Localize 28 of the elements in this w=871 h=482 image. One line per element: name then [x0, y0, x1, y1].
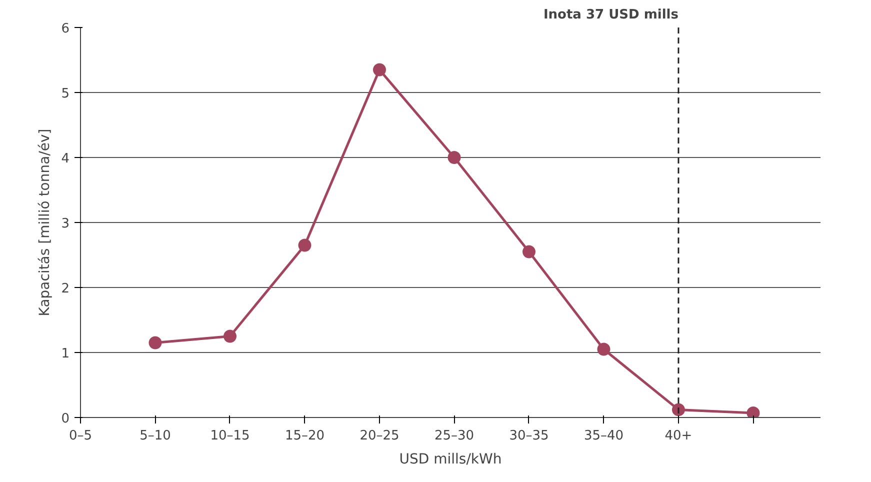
x-tick-label: 40+	[664, 428, 692, 444]
point	[746, 406, 760, 418]
point	[522, 245, 536, 258]
x-tick-label: 0–5	[68, 428, 92, 444]
point	[148, 336, 162, 350]
point	[672, 403, 685, 416]
x-tick-label: 35–40	[584, 428, 624, 444]
x-tick-label: 25–30	[434, 428, 474, 444]
y-tick-label: 6	[61, 22, 70, 36]
y-tick-label: 1	[61, 346, 70, 362]
ref-line-label: Inota 37 USD mills	[543, 8, 679, 22]
x-tick-label: 10–15	[210, 428, 250, 444]
x-tick-label: 20–25	[360, 428, 400, 444]
x-axis-title: USD mills/kWh	[399, 452, 502, 468]
x-tick-label: 15–20	[284, 428, 325, 444]
point	[223, 330, 236, 343]
y-tick-label: 5	[61, 86, 70, 102]
y-tick-label: 3	[61, 216, 70, 232]
y-tick-label: 0	[61, 412, 70, 426]
y-tick-label: 2	[61, 282, 70, 296]
x-tick-label: 30–35	[509, 428, 549, 444]
point	[298, 238, 312, 252]
point	[372, 63, 386, 76]
y-tick-label: 4	[61, 152, 70, 166]
point	[597, 342, 610, 356]
y-axis-title: Kapacitás [millió tonna/év]	[37, 128, 54, 316]
x-tick-label: 5–10	[140, 428, 171, 444]
point	[448, 151, 461, 164]
